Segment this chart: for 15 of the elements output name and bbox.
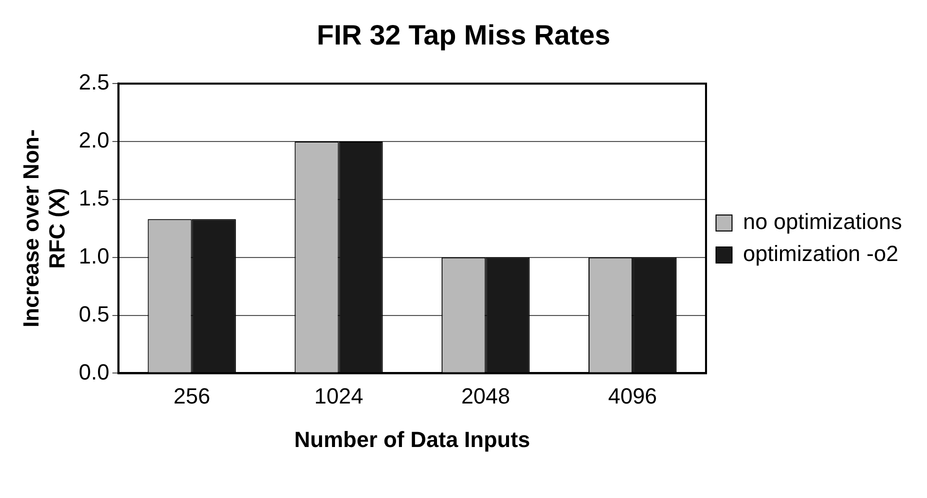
y-tick-label: 2.0 (78, 128, 110, 153)
y-axis-title: Increase over Non-RFC (X) (18, 129, 70, 328)
y-tick-label: 0.0 (78, 359, 110, 384)
legend-label: optimization -o2 (743, 241, 898, 266)
legend-label: no optimizations (743, 209, 902, 234)
y-tick-label: 1.0 (78, 243, 110, 268)
y-tick-label: 0.5 (78, 301, 110, 326)
x-tick-label: 4096 (608, 383, 658, 408)
chart-title: FIR 32 Tap Miss Rates (316, 20, 610, 51)
x-tick-label: 2048 (461, 383, 510, 408)
x-tick-label: 1024 (314, 383, 364, 408)
y-tick-label: 2.5 (78, 70, 110, 95)
x-axis-title: Number of Data Inputs (294, 426, 530, 452)
x-tick-label: 256 (173, 383, 210, 408)
y-tick-label: 1.5 (78, 186, 110, 211)
